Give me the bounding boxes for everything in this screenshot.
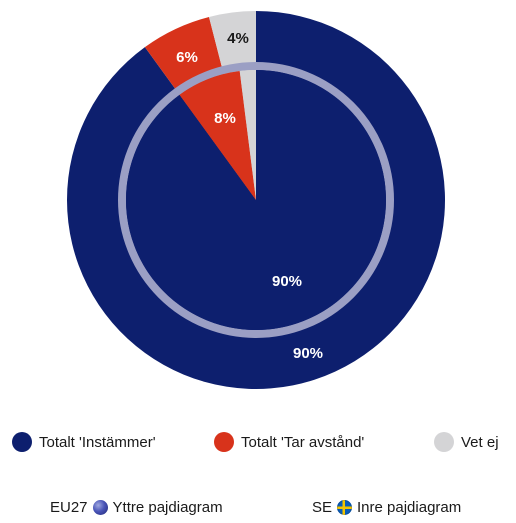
legend: Totalt 'Instämmer' Totalt 'Tar avstånd' … [0,432,516,462]
legend-swatch-tar-avstand [214,432,234,452]
legend-swatch-vet-ej [434,432,454,452]
legend-swatch-instammer [12,432,32,452]
inner-slice-1 [179,71,256,200]
ring-separator [118,62,394,338]
legend-item-tar-avstand: Totalt 'Tar avstånd' [214,432,364,452]
ring-legend: EU27 Yttre pajdiagram SE Inre pajdiagram [0,499,516,521]
inner-label-1: 8% [214,110,236,127]
sweden-flag-icon [337,500,353,515]
ring-legend-outer: EU27 Yttre pajdiagram [50,499,223,516]
eu-flag-icon [92,500,108,515]
ring-legend-inner: SE Inre pajdiagram [312,499,461,516]
ring-legend-outer-prefix: EU27 [50,499,88,516]
ring-legend-outer-label: Yttre pajdiagram [112,499,223,516]
legend-item-vet-ej: Vet ej [434,432,499,452]
inner-slice-2 [239,70,256,200]
legend-item-instammer: Totalt 'Instämmer' [12,432,156,452]
outer-label-1: 6% [176,49,198,66]
outer-label-2: 4% [227,30,249,47]
ring-legend-inner-label: Inre pajdiagram [357,499,462,516]
legend-label-tar-avstand: Totalt 'Tar avstånd' [241,433,365,451]
outer-label-0: 90% [293,345,323,362]
pie-chart: 90% 6% 4% 90% 8% [66,11,446,389]
legend-label-instammer: Totalt 'Instämmer' [39,433,156,451]
inner-slice-0 [125,70,386,330]
legend-label-vet-ej: Vet ej [461,433,499,451]
ring-legend-inner-prefix: SE [312,499,333,516]
inner-label-0: 90% [272,273,302,290]
